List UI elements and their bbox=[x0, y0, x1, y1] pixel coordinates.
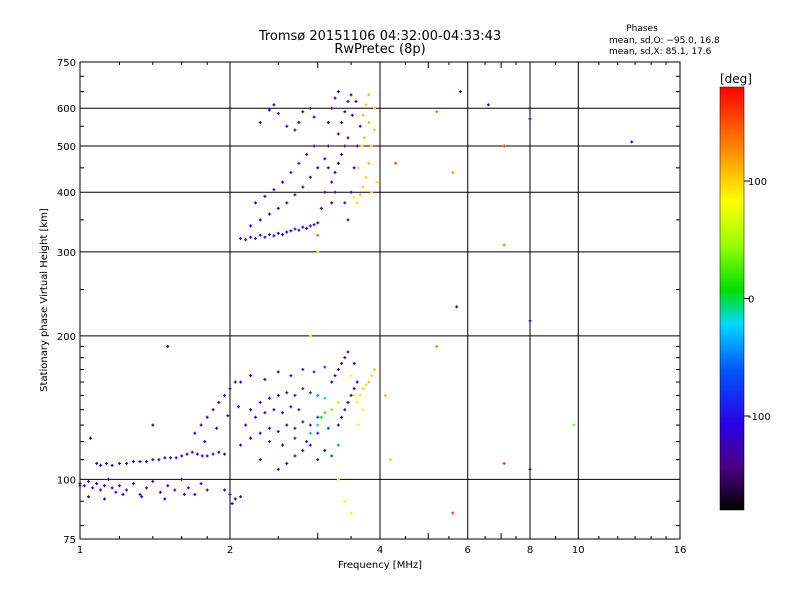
y-tick-label: 400 bbox=[57, 188, 76, 199]
chart-title: Tromsø 20151106 04:32:00-04:33:43 bbox=[258, 29, 501, 44]
y-tick-label: 200 bbox=[57, 332, 76, 343]
x-tick-label: 8 bbox=[527, 545, 533, 556]
y-tick-label: 600 bbox=[57, 104, 76, 115]
colorbar-tick-label: -100 bbox=[748, 412, 771, 423]
y-tick-label: 500 bbox=[57, 142, 76, 153]
axis-ticks bbox=[80, 62, 680, 539]
chart-subtitle: RwPretec (8p) bbox=[334, 42, 425, 57]
y-tick-label: 300 bbox=[57, 248, 76, 259]
colorbar-tick-label: 0 bbox=[748, 295, 754, 306]
colorbar-tick-label: 100 bbox=[748, 177, 767, 188]
y-tick-label: 75 bbox=[63, 535, 76, 546]
x-tick-label: 1 bbox=[77, 545, 83, 556]
x-tick-label: 6 bbox=[465, 545, 471, 556]
plot-frame bbox=[79, 61, 681, 540]
y-axis-label: Stationary phase Virtual Height [km] bbox=[39, 208, 50, 392]
colorbar bbox=[719, 86, 745, 511]
data-points bbox=[78, 90, 634, 515]
x-tick-label: 10 bbox=[572, 545, 585, 556]
stats-line-o: mean, sd,O: −95.0, 16.8 bbox=[609, 36, 720, 46]
colorbar-ticks: 100 0 -100 bbox=[744, 177, 771, 423]
y-tick-label: 100 bbox=[57, 475, 76, 486]
colorbar-label: [deg] bbox=[720, 72, 752, 86]
y-tick-labels: 75 100 200 300 400 500 600 750 bbox=[57, 58, 76, 546]
x-tick-labels: 1 2 4 6 8 10 16 bbox=[77, 545, 687, 556]
stats-line-x: mean, sd,X: 85.1, 17.6 bbox=[609, 47, 712, 57]
grid-lines bbox=[80, 62, 680, 539]
x-axis-label: Frequency [MHz] bbox=[338, 560, 422, 571]
x-tick-label: 4 bbox=[377, 545, 383, 556]
stats-title: Phases bbox=[626, 24, 658, 34]
x-tick-label: 2 bbox=[227, 545, 233, 556]
y-tick-label: 750 bbox=[57, 58, 76, 69]
x-tick-label: 16 bbox=[674, 545, 687, 556]
